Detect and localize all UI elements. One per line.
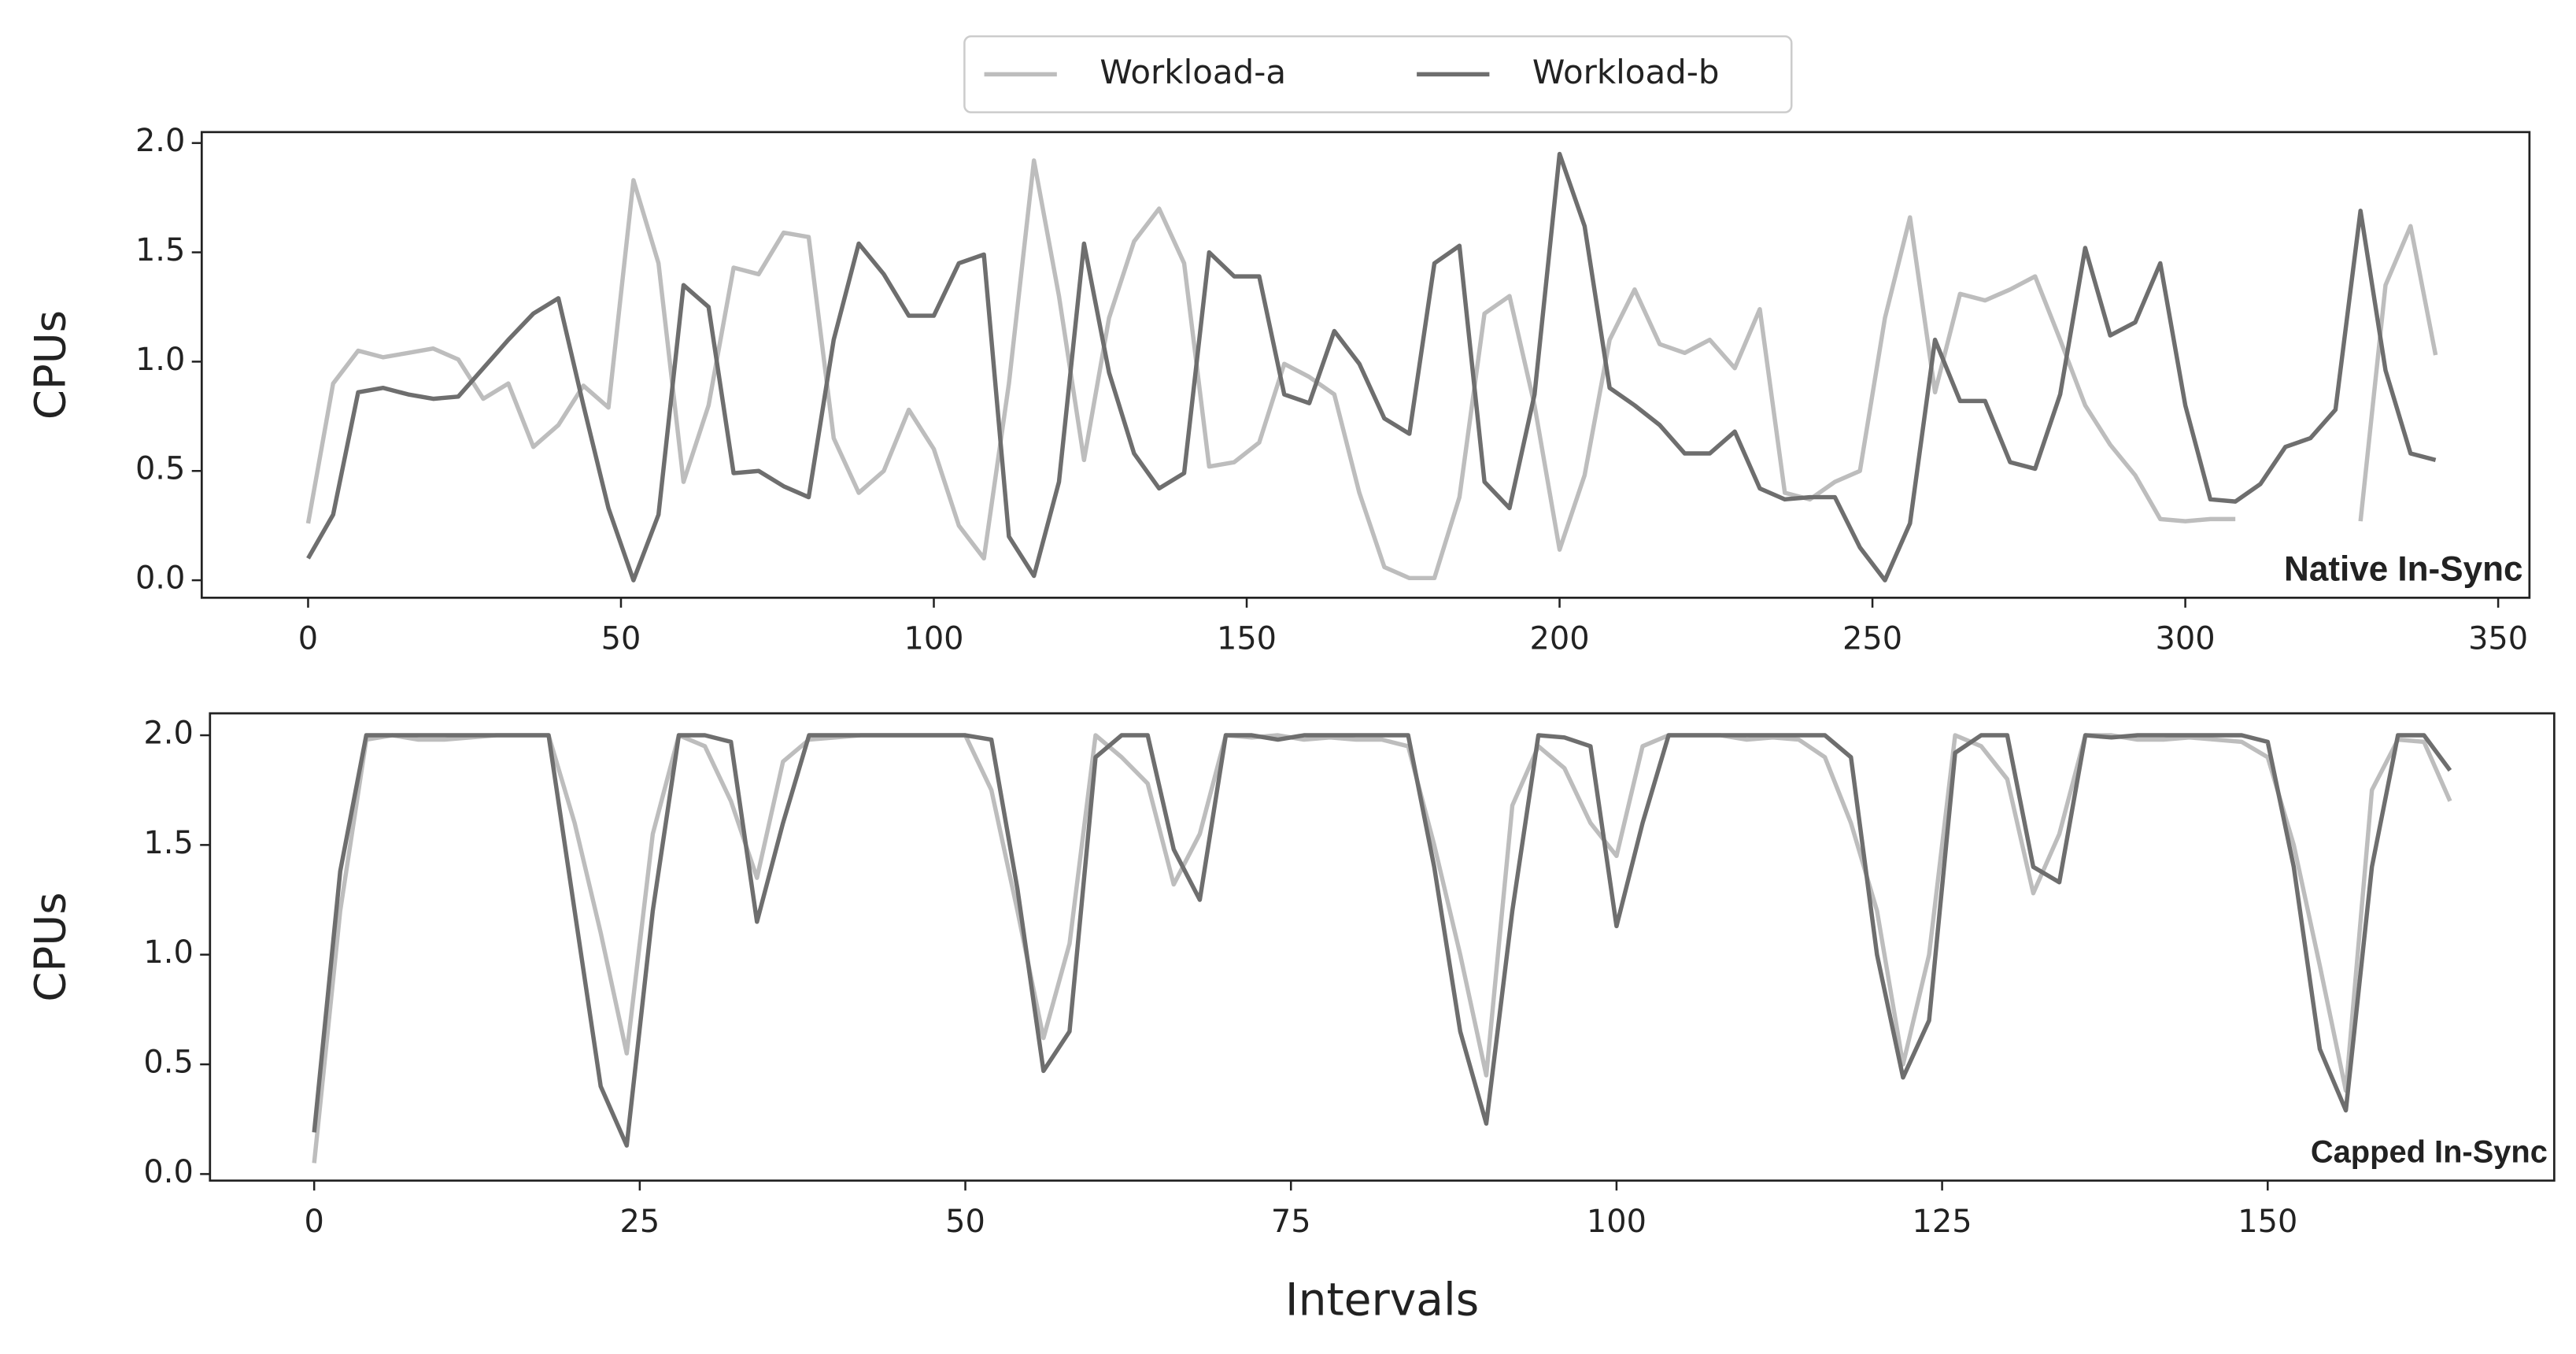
y-tick-label: 0.0 <box>143 1154 193 1190</box>
y-tick-label: 1.5 <box>143 825 193 861</box>
y-axis-label: CPUs <box>25 892 76 1001</box>
x-tick-label: 0 <box>304 1204 323 1240</box>
series-line <box>305 158 2438 581</box>
x-tick-label: 150 <box>1217 620 1277 657</box>
x-axis-label: Intervals <box>1285 1274 1479 1326</box>
series-line <box>312 733 2452 1148</box>
y-tick-label: 1.0 <box>135 342 185 378</box>
x-tick-label: 150 <box>2238 1204 2297 1240</box>
y-tick-label: 0.5 <box>135 451 185 487</box>
y-tick-label: 1.0 <box>143 934 193 971</box>
x-tick-label: 100 <box>904 620 963 657</box>
x-tick-label: 25 <box>620 1204 660 1240</box>
series-line <box>306 151 2437 583</box>
x-tick-label: 50 <box>601 620 641 657</box>
x-tick-label: 200 <box>1530 620 1590 657</box>
y-tick-label: 1.5 <box>135 232 185 268</box>
annotation: Native In-Sync <box>2284 549 2522 588</box>
x-tick-label: 75 <box>1271 1204 1311 1240</box>
axes-frame <box>200 131 2531 599</box>
legend-label: Workload-b <box>1532 53 1720 91</box>
y-axis-label: CPUs <box>25 310 76 420</box>
y-tick-label: 0.0 <box>135 560 185 597</box>
legend-box <box>963 35 1793 113</box>
y-tick-label: 2.0 <box>135 123 185 159</box>
axes-frame <box>209 712 2556 1182</box>
series-line <box>312 733 2452 1163</box>
x-tick-label: 50 <box>945 1204 985 1240</box>
x-tick-label: 100 <box>1587 1204 1646 1240</box>
y-tick-label: 0.5 <box>143 1045 193 1081</box>
x-tick-label: 250 <box>1842 620 1902 657</box>
x-tick-label: 350 <box>2468 620 2528 657</box>
x-tick-label: 300 <box>2156 620 2216 657</box>
y-tick-label: 2.0 <box>143 716 193 752</box>
annotation: Capped In-Sync <box>2311 1135 2548 1170</box>
legend-label: Workload-a <box>1100 53 1286 91</box>
x-tick-label: 0 <box>298 620 318 657</box>
x-tick-label: 125 <box>1913 1204 1972 1240</box>
